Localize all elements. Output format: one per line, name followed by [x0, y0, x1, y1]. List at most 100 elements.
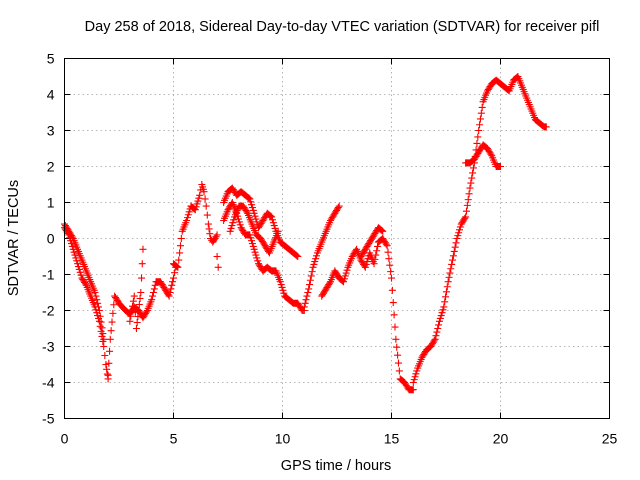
data-point — [100, 335, 108, 343]
data-point — [81, 280, 89, 288]
data-point — [93, 296, 101, 304]
data-point — [442, 288, 450, 296]
chart-title: Day 258 of 2018, Sidereal Day-to-day VTE… — [85, 19, 600, 35]
data-point — [135, 301, 143, 308]
data-point — [468, 174, 476, 182]
data-point — [465, 190, 473, 198]
data-point — [476, 121, 484, 129]
data-point — [394, 359, 402, 367]
data-point — [378, 227, 386, 235]
data-point — [101, 352, 109, 359]
data-point — [138, 260, 146, 268]
data-point — [370, 260, 378, 268]
data-point — [306, 281, 314, 289]
data-point — [476, 115, 484, 123]
data-point — [443, 283, 451, 291]
data-point — [166, 289, 174, 296]
data-point — [469, 164, 477, 172]
data-point — [149, 289, 157, 296]
data-point — [308, 268, 316, 276]
data-point — [513, 73, 521, 81]
data-point — [109, 309, 117, 317]
y-tick-label: -2 — [42, 303, 55, 319]
data-point — [205, 225, 213, 233]
data-point — [106, 335, 114, 343]
data-point — [434, 325, 442, 332]
plot-area-border — [64, 58, 610, 419]
data-point — [96, 322, 104, 330]
data-point — [294, 253, 302, 260]
data-point — [371, 255, 379, 263]
y-tick-label: 3 — [47, 123, 55, 139]
data-point — [383, 242, 391, 250]
data-point — [326, 279, 334, 287]
data-point — [392, 335, 400, 343]
data-point — [99, 330, 107, 338]
data-point — [176, 249, 184, 257]
x-tick-label: 5 — [170, 431, 178, 447]
data-point — [430, 337, 438, 345]
data-point — [435, 321, 443, 329]
data-point — [135, 307, 143, 314]
data-point — [196, 191, 204, 199]
data-point — [307, 272, 315, 280]
data-point — [394, 351, 402, 359]
data-points — [61, 73, 550, 394]
data-point — [388, 286, 396, 294]
data-point — [447, 265, 455, 273]
y-tick-label: -5 — [42, 411, 55, 427]
x-tick-label: 25 — [602, 431, 618, 447]
data-point — [409, 386, 417, 394]
data-point — [138, 274, 146, 282]
data-point — [334, 204, 342, 212]
y-tick-label: 2 — [47, 159, 55, 175]
data-point — [441, 298, 449, 306]
data-point — [431, 335, 439, 343]
data-point — [451, 243, 459, 251]
data-point — [463, 201, 471, 209]
data-point — [449, 256, 457, 264]
data-point — [305, 285, 313, 293]
data-point — [201, 195, 209, 203]
data-point — [244, 193, 252, 201]
data-point — [395, 367, 403, 375]
data-point — [477, 109, 485, 117]
data-point — [92, 292, 100, 300]
data-point — [466, 184, 474, 192]
data-point — [96, 312, 104, 320]
data-point — [104, 371, 112, 379]
data-point — [177, 235, 185, 242]
data-point — [473, 139, 481, 147]
data-point — [504, 86, 512, 94]
x-tick-label: 20 — [493, 431, 509, 447]
data-point — [142, 308, 150, 316]
data-point — [306, 276, 314, 284]
data-point — [542, 123, 550, 131]
data-point — [475, 127, 483, 134]
data-point — [393, 343, 401, 351]
data-point — [462, 213, 470, 221]
data-point — [464, 196, 472, 204]
data-point — [103, 370, 111, 378]
data-point — [202, 202, 210, 210]
x-tick-label: 0 — [61, 431, 69, 447]
x-tick-label: 15 — [384, 431, 400, 447]
data-point — [387, 268, 395, 276]
data-point — [173, 263, 181, 271]
data-point — [95, 317, 103, 325]
data-point — [139, 245, 147, 253]
data-point — [274, 227, 282, 235]
data-point — [150, 285, 158, 293]
data-point — [450, 247, 458, 255]
data-point — [467, 179, 475, 187]
data-point — [133, 319, 141, 326]
data-point — [105, 359, 113, 367]
data-point — [203, 211, 211, 219]
x-axis-label: GPS time / hours — [281, 458, 391, 474]
data-point — [169, 278, 177, 286]
data-point — [478, 103, 486, 111]
data-point — [134, 313, 142, 320]
data-point — [126, 317, 134, 325]
grid-lines — [64, 58, 610, 419]
data-point — [433, 328, 441, 336]
